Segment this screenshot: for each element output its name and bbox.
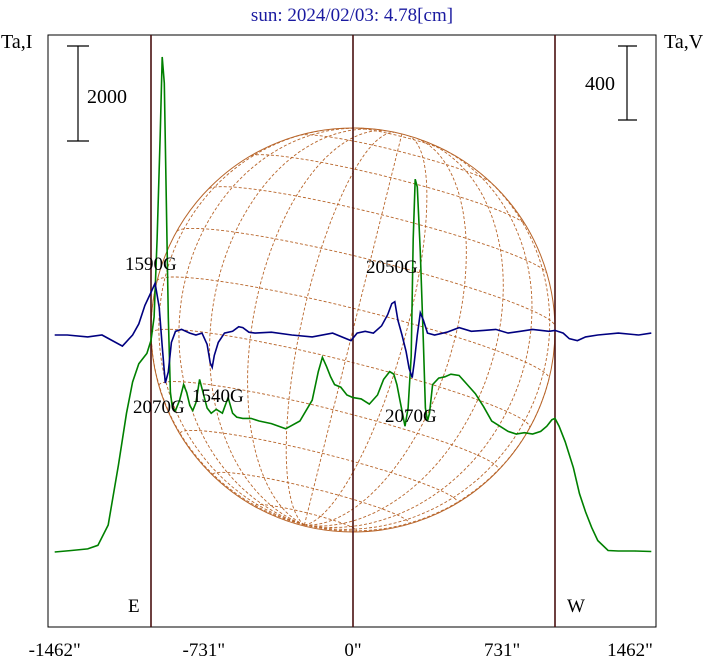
series-polarization-line bbox=[54, 280, 652, 384]
annotation-1540g: 1540G bbox=[192, 386, 244, 407]
plot-frame bbox=[47, 34, 657, 628]
chart-title: sun: 2024/02/03: 4.78[cm] bbox=[251, 5, 453, 26]
meridian-line bbox=[285, 131, 394, 526]
annotation-2070g-east: 2070G bbox=[133, 397, 185, 418]
meridian-line bbox=[304, 138, 467, 526]
vertical-markers bbox=[150, 35, 556, 627]
parallel-line bbox=[150, 328, 531, 428]
meridian-line bbox=[209, 128, 380, 526]
scale-bar-left-label: 2000 bbox=[87, 86, 127, 108]
meridian-line bbox=[178, 127, 366, 526]
parallel-line bbox=[208, 186, 547, 274]
parallel-line bbox=[179, 429, 458, 503]
meridian-line bbox=[304, 168, 551, 530]
limb-label-east: E bbox=[128, 596, 140, 617]
y-label-left: Ta,I bbox=[1, 31, 32, 53]
scale-bar-right-label: 400 bbox=[585, 73, 615, 95]
x-tick-label: 731" bbox=[484, 640, 520, 661]
meridian-line bbox=[247, 130, 387, 526]
parallel-line bbox=[156, 276, 550, 379]
series-intensity-line bbox=[54, 56, 652, 553]
annotation-2050g: 2050G bbox=[366, 257, 418, 278]
meridian-line bbox=[304, 140, 504, 527]
annotation-1590g: 1590G bbox=[125, 254, 177, 275]
scale-bar-left bbox=[67, 45, 89, 142]
solar-disk-grid bbox=[150, 127, 556, 533]
x-tick-label: -731" bbox=[183, 640, 226, 661]
x-axis-ticks: -1462" -731" 0" 731" 1462" bbox=[29, 640, 653, 661]
x-tick-label: -1462" bbox=[29, 640, 81, 661]
meridian-line bbox=[304, 145, 533, 528]
meridian-line bbox=[304, 136, 428, 526]
parallel-line bbox=[254, 504, 358, 531]
x-tick-label: 0" bbox=[344, 640, 361, 661]
annotation-2070g-west: 2070G bbox=[385, 406, 437, 427]
meridian-line bbox=[158, 130, 321, 526]
parallel-line bbox=[250, 154, 526, 225]
scale-bar-right bbox=[618, 45, 637, 121]
parallel-line bbox=[176, 227, 556, 326]
parallel-line bbox=[354, 127, 447, 152]
limb-label-west: W bbox=[567, 596, 585, 617]
meridian-line bbox=[303, 133, 403, 526]
y-label-right: Ta,V bbox=[664, 31, 704, 53]
x-tick-label: 1462" bbox=[607, 640, 653, 661]
parallel-line bbox=[212, 471, 410, 524]
parallel-line bbox=[158, 381, 499, 470]
